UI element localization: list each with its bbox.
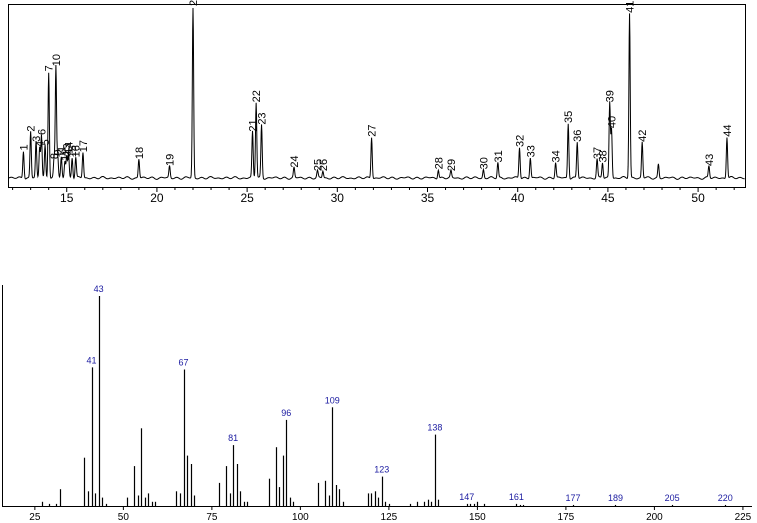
chromatogram-peak-label: 42 [637,130,649,142]
chromatogram-peak-label: 19 [165,154,177,166]
chromatogram-peak-label: 6 [36,129,48,135]
spectrum-x-ticks: 25 50 75 100 125 150 175 200 225 [29,506,752,523]
chromatogram-peak-label: 5 [40,139,52,145]
chromatogram-peak-label: 40 [607,116,619,128]
chromatogram-peak-label: 43 [704,154,716,166]
spectrum-x-tick-label: 150 [469,512,486,523]
chromatogram-peak-label: 34 [551,150,563,162]
spectrum-x-tick-label: 50 [118,512,130,523]
mass-spectrum-chart: 25 50 75 100 125 150 175 200 225 41 43 67 81 96 109 12… [2,284,752,523]
chromatogram-peak-label: 21 [248,119,260,131]
chromatogram-peak-label: 15 [67,145,79,157]
chromatogram-peak-label: 2 [26,125,38,131]
chromatogram-peak-label: 27 [367,124,379,136]
chromatogram-peak-label: 4 [35,141,47,147]
chromatogram-trace [8,7,745,180]
chromatogram-x-tick-label: 35 [421,191,435,205]
chromatogram-frame [8,4,746,188]
chromatogram-peak-label: 37 [592,147,604,159]
spectrum-x-tick-label: 25 [29,512,41,523]
spectrum-peak-label: 43 [94,284,104,294]
spectrum-x-tick-label: 225 [735,512,752,523]
spectrum-peak-labels: 41 43 67 81 96 109 123 138 147 161 177 189 205 220 [86,284,732,503]
spectrum-peak-label: 138 [427,423,442,433]
chromatogram-peak-label: 26 [318,159,330,171]
chromatogram-x-tick-label: 20 [150,191,164,205]
chromatogram-chart: 15 20 25 30 35 40 45 50 12345678910111213141516… [8,0,746,205]
spectrum-peak-label: 41 [86,355,96,365]
spectrum-peak-label: 189 [608,493,623,503]
chromatogram-peak-label: 11 [56,146,68,157]
chromatogram-peak-label: 1 [18,144,30,150]
chromatogram-peak-label: 16 [71,145,83,157]
chromatogram-x-tick-label: 15 [60,191,74,205]
spectrum-x-tick-label: 75 [206,512,218,523]
chromatogram-x-tick-label: 30 [331,191,345,205]
spectrum-peak-label: 67 [179,358,189,368]
spectrum-peak-label: 109 [325,395,340,405]
chromatogram-peak-label: 18 [134,147,146,159]
spectrum-peak-label: 81 [228,433,238,443]
chromatogram-peak-label: 30 [478,157,490,169]
chromatogram-peak-label: 35 [563,111,575,123]
spectrum-peak-label: 123 [374,465,389,475]
spectrum-bars [41,296,727,506]
spectrum-x-tick-label: 100 [292,512,309,523]
chromatogram-peak-label: 25 [312,159,324,171]
chromatogram-peak-label: 33 [525,145,537,157]
chromatogram-peak-label: 22 [251,90,263,102]
chromatogram-peak-label: 17 [78,140,90,152]
chromatogram-peak-label: 20 [188,0,200,6]
spectrum-peak-label: 161 [509,492,524,502]
chromatogram-peak-label: 41 [625,1,637,13]
chromatogram-peak-label: 39 [605,90,617,102]
chromatogram-x-tick-label: 40 [511,191,525,205]
spectrum-x-tick-label: 175 [558,512,575,523]
chromatogram-peak-label: 38 [597,150,609,162]
chromatogram-x-tick-label: 50 [691,191,705,205]
spectrum-x-tick-label: 125 [381,512,398,523]
chromatogram-x-tick-label: 25 [240,191,254,205]
chromatogram-peak-label: 29 [446,159,458,171]
chromatogram-peak-label: 7 [44,65,56,71]
chromatogram-peak-label: 23 [257,112,269,124]
chromatogram-peak-label: 10 [51,54,63,66]
chromatogram-x-tick-label: 45 [601,191,615,205]
spectrum-peak-label: 177 [565,493,580,503]
chromatogram-peak-label: 3 [31,136,43,142]
spectrum-peak-label: 220 [718,493,733,503]
chromatogram-peak-label: 32 [515,135,527,147]
chromatogram-peak-label: 8 [49,153,61,159]
chromatogram-peak-label: 31 [493,150,505,162]
chromatogram-peak-label: 14 [64,142,76,154]
chromatogram-peak-label: 24 [289,155,301,167]
spectrum-peak-label: 147 [459,492,474,502]
chromatogram-x-axis: 15 20 25 30 35 40 45 50 [12,187,735,205]
chromatogram-peak-label: 44 [722,124,734,136]
chromatogram-peak-label: 9 [53,150,65,156]
chromatogram-peak-label: 13 [62,143,74,155]
chromatogram-peak-label: 36 [572,130,584,142]
spectrum-peak-label: 205 [665,493,680,503]
chromatogram-peak-label: 12 [60,149,72,161]
spectrum-peak-label: 96 [281,408,291,418]
spectrum-x-tick-label: 200 [646,512,663,523]
chromatogram-peak-label: 28 [433,157,445,169]
chromatogram-peak-labels: 1234567891011121314151617181920212223242… [18,0,734,171]
